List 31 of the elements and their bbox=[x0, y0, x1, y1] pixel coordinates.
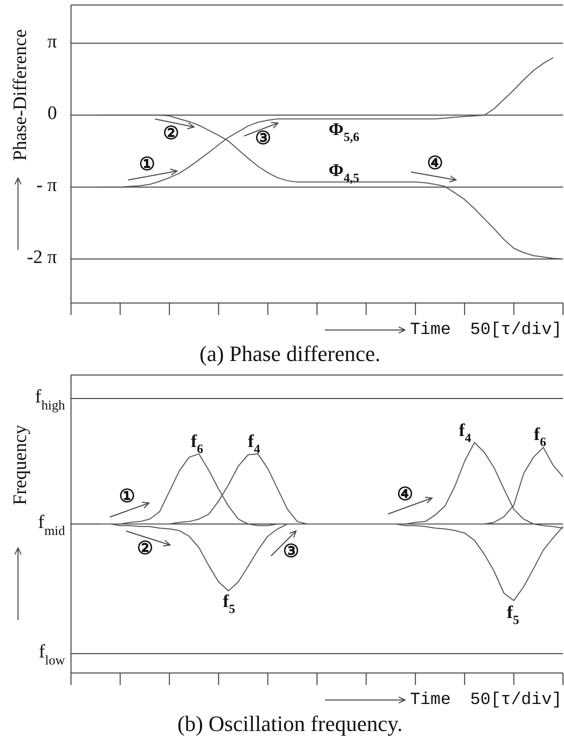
y-tick-label: -2 π bbox=[26, 247, 58, 268]
y-tick-label: - π bbox=[36, 175, 58, 196]
ref-line-label: f$_{low}$ bbox=[38, 642, 66, 668]
annotation: ④ bbox=[427, 153, 443, 174]
text: (b) Oscillation frequency. bbox=[177, 711, 403, 736]
text: 50[τ/div] bbox=[470, 321, 562, 340]
annotation: f$_{5}$ bbox=[222, 591, 236, 616]
x-axis-title: Time bbox=[410, 321, 451, 340]
text: 50[τ/div] bbox=[470, 691, 562, 710]
x-axis-title: Time bbox=[410, 691, 451, 710]
annotation: Φ$_{5,6}$ bbox=[328, 119, 360, 144]
y-tick-label: π bbox=[47, 32, 58, 53]
annotation: f$_{4}$ bbox=[248, 431, 261, 456]
y-tick-label: 0 bbox=[48, 104, 57, 125]
annotation: ③ bbox=[283, 541, 299, 562]
annotation: ② bbox=[137, 538, 153, 558]
annotation: ① bbox=[119, 486, 135, 506]
annotation: f$_{6}$ bbox=[190, 431, 204, 456]
ref-line-label: f$_{mid}$ bbox=[38, 512, 66, 538]
ref-line-label: f$_{high}$ bbox=[35, 386, 66, 412]
annotation: ③ bbox=[255, 128, 271, 148]
annotation: ② bbox=[163, 123, 179, 144]
text: (a) Phase difference. bbox=[200, 341, 380, 366]
annotation: f$_{4}$ bbox=[458, 420, 472, 445]
annotation: ④ bbox=[397, 484, 413, 504]
y-axis-title: Frequency bbox=[10, 424, 32, 506]
annotation: Φ$_{4,5}$ bbox=[328, 160, 360, 185]
annotation: f$_{6}$ bbox=[534, 424, 546, 449]
y-axis-title: Phase-Difference bbox=[10, 29, 32, 161]
text: f$_{5}$ bbox=[506, 602, 520, 627]
annotation: ① bbox=[139, 154, 155, 174]
